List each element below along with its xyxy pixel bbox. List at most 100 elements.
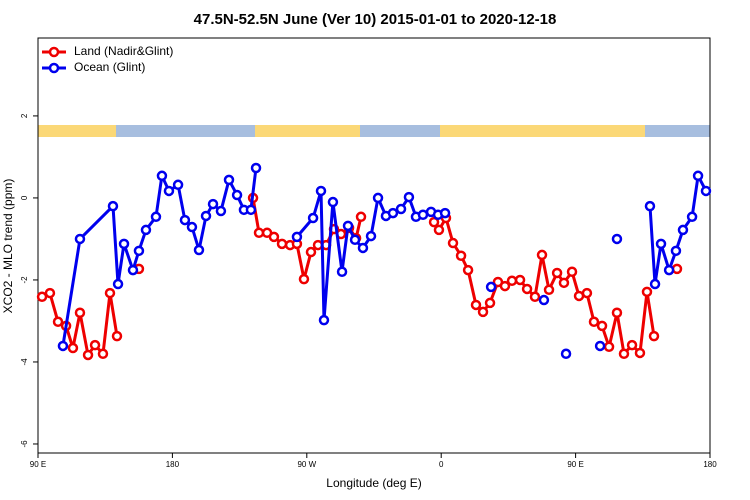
- data-point: [611, 233, 623, 245]
- data-point: [634, 347, 646, 359]
- data-point: [112, 278, 124, 290]
- data-point: [179, 214, 191, 226]
- data-point: [596, 320, 608, 332]
- data-point: [618, 348, 630, 360]
- data-point: [671, 263, 683, 275]
- data-point: [649, 278, 661, 290]
- plot-frame: [37, 37, 711, 454]
- data-point: [140, 224, 152, 236]
- data-point: [485, 281, 497, 293]
- y-axis-label: XCO2 - MLO trend (ppm): [1, 179, 15, 314]
- data-point: [543, 284, 555, 296]
- data-point: [700, 185, 712, 197]
- data-point: [566, 266, 578, 277]
- data-point: [692, 170, 704, 182]
- data-point: [104, 287, 116, 299]
- series-line: [61, 167, 708, 347]
- data-point: [305, 246, 317, 258]
- data-point: [107, 200, 119, 212]
- data-point: [477, 306, 489, 318]
- data-point: [82, 349, 94, 361]
- data-point: [156, 170, 168, 182]
- data-point: [387, 207, 399, 219]
- data-point: [581, 287, 593, 299]
- data-point: [44, 287, 56, 299]
- data-point: [439, 207, 451, 219]
- data-point: [506, 275, 518, 287]
- data-point: [200, 210, 212, 222]
- data-point: [172, 179, 184, 191]
- data-point: [276, 238, 288, 250]
- data-point: [670, 245, 682, 257]
- data-point: [641, 286, 653, 298]
- data-point: [342, 220, 354, 232]
- data-point: [433, 224, 445, 236]
- data-point: [193, 244, 205, 256]
- data-point: [97, 348, 109, 360]
- data-point: [315, 185, 327, 197]
- land-strip: [255, 125, 360, 137]
- data-point: [89, 339, 101, 351]
- data-point: [207, 198, 219, 210]
- data-point: [298, 273, 310, 285]
- x-tick-label: 90 E: [567, 460, 583, 469]
- data-point: [521, 283, 533, 295]
- land-strip: [38, 125, 116, 137]
- legend-marker: [48, 46, 60, 58]
- x-tick-label: 90 E: [30, 460, 46, 469]
- data-point: [529, 291, 541, 303]
- data-point: [74, 233, 86, 245]
- data-point: [365, 230, 377, 242]
- y-tick-label: -2: [20, 276, 29, 284]
- data-point: [462, 264, 474, 276]
- data-point: [355, 211, 367, 223]
- data-point: [686, 211, 698, 223]
- data-point: [357, 242, 369, 254]
- data-point: [253, 227, 265, 239]
- data-point: [648, 330, 660, 342]
- data-point: [644, 200, 656, 212]
- data-point: [484, 297, 496, 309]
- data-point: [655, 238, 667, 250]
- legend-label: Land (Nadir&Glint): [74, 44, 173, 58]
- data-point: [318, 314, 330, 326]
- data-point: [677, 224, 689, 236]
- data-point: [417, 209, 429, 220]
- data-point: [327, 196, 339, 208]
- data-point: [538, 294, 550, 306]
- data-point: [111, 330, 123, 342]
- x-axis-label: Longitude (deg E): [326, 476, 421, 490]
- legend-label: Ocean (Glint): [74, 60, 145, 74]
- data-point: [133, 245, 145, 257]
- y-tick-label: 0: [20, 195, 29, 200]
- data-point: [150, 211, 162, 223]
- data-point: [186, 221, 198, 233]
- y-tick-label: 2: [20, 113, 29, 118]
- data-point: [215, 205, 227, 217]
- x-tick-label: 0: [439, 460, 444, 469]
- data-point: [551, 267, 563, 279]
- data-point: [307, 212, 319, 224]
- data-point: [127, 264, 139, 276]
- data-point: [349, 234, 361, 246]
- data-point: [395, 203, 407, 215]
- data-point: [594, 340, 606, 352]
- data-point: [67, 342, 79, 354]
- data-point: [558, 277, 570, 289]
- data-point: [74, 307, 86, 319]
- data-point: [626, 339, 638, 351]
- data-point: [470, 299, 482, 311]
- data-point: [403, 191, 415, 203]
- data-point: [560, 348, 572, 360]
- data-point: [118, 238, 130, 250]
- data-point: [428, 216, 440, 228]
- data-point: [163, 185, 175, 197]
- data-point: [291, 231, 303, 243]
- data-point: [447, 237, 459, 249]
- data-point: [52, 316, 64, 328]
- data-point: [499, 280, 511, 292]
- data-point: [536, 249, 548, 261]
- data-point: [588, 316, 600, 328]
- x-tick-label: 90 W: [297, 460, 316, 469]
- data-point: [336, 266, 348, 277]
